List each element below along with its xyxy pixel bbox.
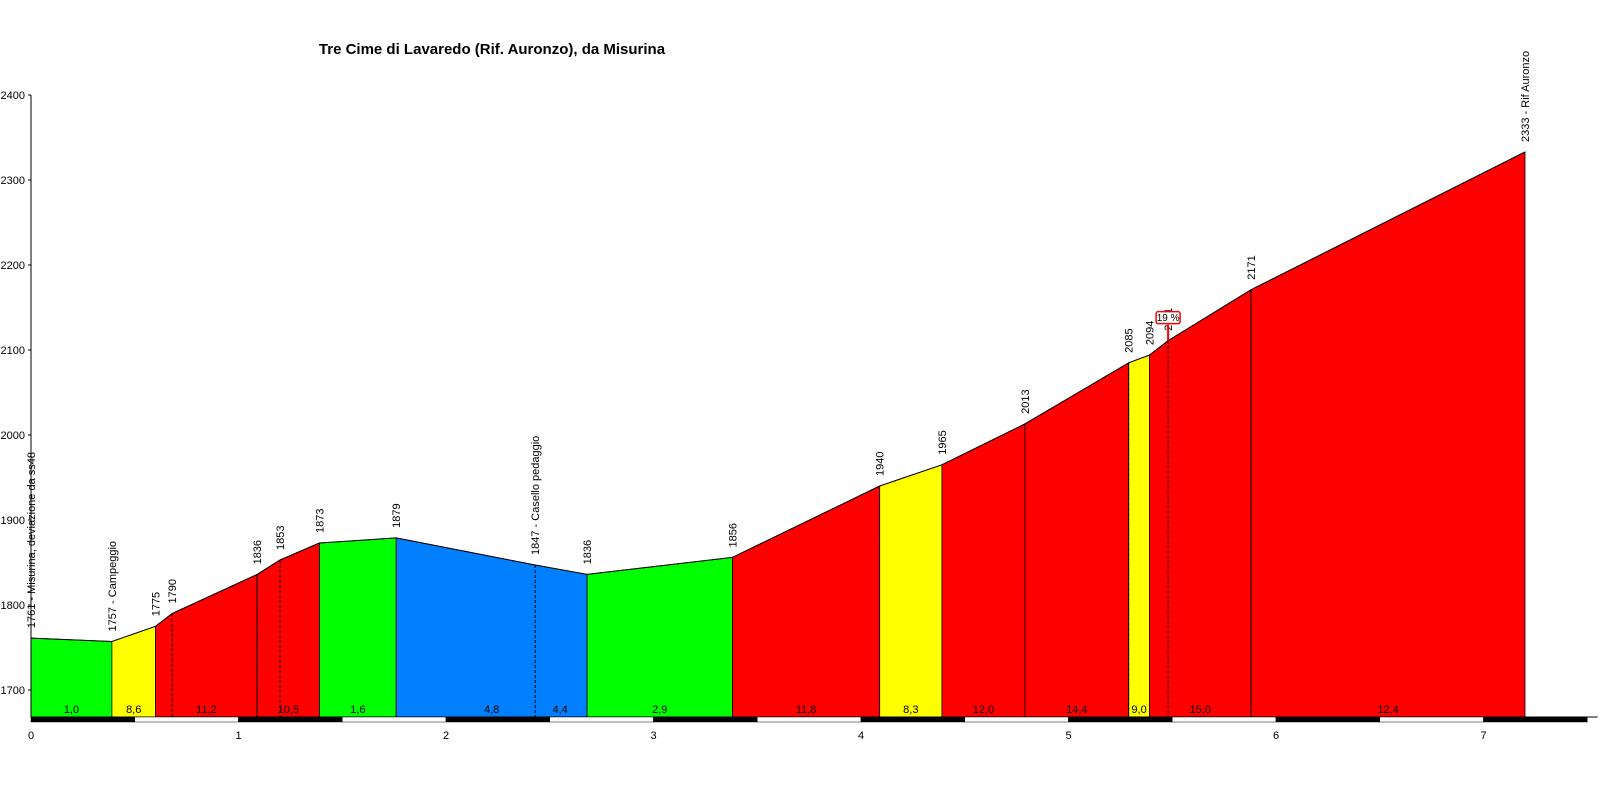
segment-4 (256, 542, 320, 718)
gradient-label-7: 2,9 (652, 704, 667, 716)
x-scale-bar-12 (1172, 716, 1277, 723)
y-tick-label-1800: 1800 (1, 600, 25, 612)
point-label-13: 1965 (937, 430, 949, 454)
segment-13 (1149, 288, 1252, 718)
point-label-11: 1856 (727, 523, 739, 547)
max-gradient-callout: 19 % (1155, 310, 1181, 341)
x-tick-label-0: 0 (28, 730, 34, 742)
y-tick-label-1900: 1900 (1, 515, 25, 527)
point-label-16: 2094 (1144, 321, 1156, 345)
gradient-label-10: 12,0 (973, 704, 994, 716)
max-gradient-box (1155, 310, 1181, 325)
x-scale-bar-8 (757, 716, 862, 723)
point-label-3: 1775 (150, 592, 162, 616)
segment-9 (879, 464, 943, 718)
y-tick-label-2100: 2100 (1, 345, 25, 357)
y-tick-label-2300: 2300 (1, 175, 25, 187)
x-tick-label-1: 1 (235, 730, 241, 742)
x-tick-label-4: 4 (858, 730, 864, 742)
x-scale-bar-7 (653, 716, 758, 723)
segment-6 (395, 537, 588, 718)
segment-12 (1128, 354, 1150, 718)
point-label-8: 1879 (391, 503, 403, 527)
gradient-labels-layer: 1,0 8,6 11,2 10,5 1,6 4,8 2,9 11,8 8,3 12,0 14,4 9,… (64, 704, 1399, 716)
x-tick-label-2: 2 (443, 730, 449, 742)
gradient-label-9: 8,3 (903, 704, 918, 716)
x-scale-bar-3 (238, 716, 343, 723)
y-tick-label-1700: 1700 (1, 685, 25, 697)
y-tick-label-2400: 2400 (1, 90, 25, 102)
point-label-7: 1873 (314, 508, 326, 532)
chart-title: Tre Cime di Lavaredo (Rif. Auronzo), da … (319, 41, 666, 58)
gradient-label-13: 15,0 (1190, 704, 1211, 716)
x-scale-bar-15 (1483, 716, 1588, 723)
x-scale-bar-1 (30, 716, 135, 723)
x-tick-label-7: 7 (1480, 730, 1486, 742)
point-label-19: 2333 - Rif Auronzo (1520, 51, 1532, 142)
point-label-5: 1836 (252, 540, 264, 564)
segment-11 (1024, 362, 1130, 718)
point-label-1: 1761 - Misurina, deviazione da ss48 (26, 452, 38, 628)
x-scale-bar-13 (1275, 716, 1380, 723)
x-scale-bar-9 (860, 716, 965, 723)
x-scale-bar-6 (549, 716, 654, 723)
gradient-label-1: 1,0 (64, 704, 79, 716)
gradient-label-2: 8,6 (126, 704, 141, 716)
dashed-markers-layer (171, 289, 1252, 717)
segments-layer (30, 151, 1526, 718)
gradient-label-5: 1,6 (350, 704, 365, 716)
point-label-15: 2085 (1124, 328, 1136, 352)
x-tick-label-3: 3 (650, 730, 656, 742)
point-label-9: 1847 - Casello pedaggio (530, 436, 542, 555)
point-label-10: 1836 (582, 540, 594, 564)
x-scale-bar-2 (134, 716, 239, 723)
inner-gradient-label-1: 4,4 (552, 704, 567, 716)
segment-7 (586, 556, 733, 718)
segment-14 (1250, 151, 1526, 718)
segment-10 (941, 423, 1026, 718)
gradient-label-6: 4,8 (484, 704, 499, 716)
x-scale-bar-5 (445, 716, 550, 723)
profile-outline (30, 151, 1526, 643)
point-label-12: 1940 (875, 452, 887, 476)
point-label-6: 1853 (275, 526, 287, 550)
y-tick-label-2000: 2000 (1, 430, 25, 442)
x-scale-bar-11 (1068, 716, 1173, 723)
x-scale-bar-4 (342, 716, 447, 723)
gradient-label-4: 10,5 (278, 704, 299, 716)
max-gradient-label: 19 % (1157, 313, 1180, 324)
point-labels-layer: 1761 - Misurina, deviazione da ss48 1757 … (26, 51, 1532, 632)
gradient-label-14: 12,4 (1377, 704, 1398, 716)
gradient-label-11: 14,4 (1066, 704, 1087, 716)
gradient-label-12: 9,0 (1131, 704, 1146, 716)
x-tick-label-5: 5 (1065, 730, 1071, 742)
point-label-2: 1757 - Campeggio (107, 541, 119, 632)
x-scale-bar-10 (964, 716, 1069, 723)
segment-8 (732, 485, 881, 718)
x-scale-bar-14 (1379, 716, 1484, 723)
gradient-label-3: 11,2 (196, 704, 217, 716)
gradient-label-8: 11,8 (796, 704, 817, 716)
y-axis: 1700 1800 1900 2000 2100 2200 2300 2400 (1, 90, 32, 717)
point-label-14: 2013 (1020, 389, 1032, 413)
x-tick-label-6: 6 (1273, 730, 1279, 742)
point-label-4: 1790 (167, 579, 179, 603)
segment-5 (319, 537, 397, 718)
y-tick-label-2200: 2200 (1, 260, 25, 272)
point-label-18: 2171 (1246, 255, 1258, 279)
x-axis: 0 1 2 3 4 5 6 7 (28, 716, 1598, 742)
